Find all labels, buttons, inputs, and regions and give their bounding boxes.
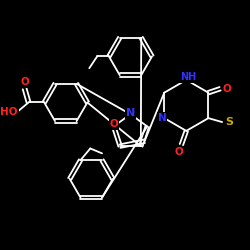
Text: O: O	[222, 84, 231, 94]
Text: O: O	[110, 119, 118, 129]
Text: HO: HO	[0, 107, 18, 117]
Text: S: S	[225, 117, 233, 127]
Text: NH: NH	[180, 72, 196, 82]
Text: O: O	[20, 77, 29, 87]
Text: N: N	[126, 108, 135, 118]
Text: O: O	[174, 148, 183, 158]
Text: N: N	[158, 113, 167, 123]
